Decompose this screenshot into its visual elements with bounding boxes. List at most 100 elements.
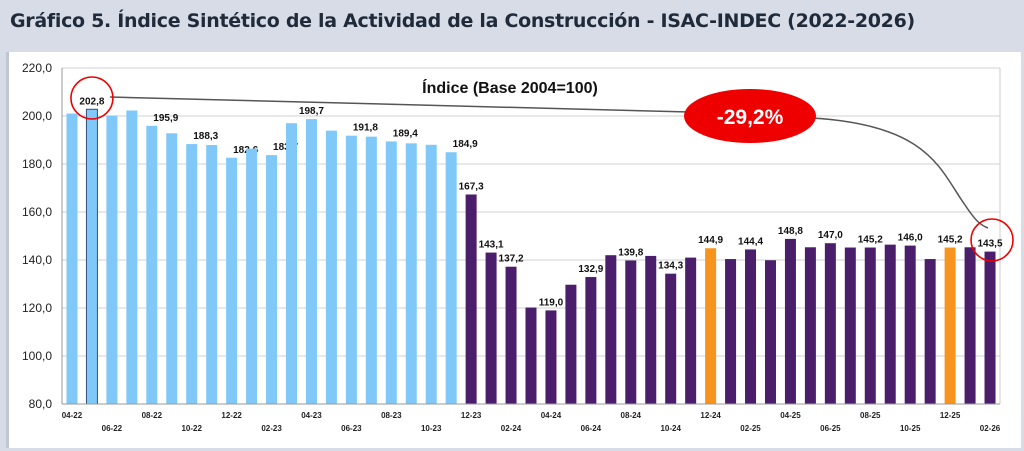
bar-02-26: [984, 251, 996, 404]
bar-12-24: [705, 248, 717, 404]
bar-02-23: [266, 155, 278, 404]
data-label: 139,8: [618, 247, 643, 258]
x-tick-label: 08-22: [142, 411, 163, 420]
x-tick-label: 10-24: [660, 424, 681, 433]
bar-08-25: [864, 247, 876, 404]
bar-06-25: [824, 243, 836, 404]
bar-05-22: [85, 108, 98, 405]
bar-02-25: [745, 249, 757, 404]
series-label: Índice (Base 2004=100): [422, 78, 598, 97]
bar-11-22: [206, 145, 218, 405]
y-tick-label: 200,0: [22, 109, 52, 123]
data-label: 167,3: [459, 181, 484, 192]
data-label: 145,2: [938, 235, 963, 246]
bar-10-22: [186, 144, 198, 404]
data-label: 146,0: [898, 233, 923, 244]
x-tick-label: 06-25: [820, 424, 841, 433]
bar-01-26: [964, 247, 976, 404]
data-label: 183,7: [273, 142, 298, 153]
data-label: 184,9: [453, 139, 478, 150]
x-tick-label: 02-25: [740, 424, 761, 433]
y-tick-label: 180,0: [22, 157, 52, 171]
bar-11-24: [685, 257, 697, 404]
y-tick-label: 120,0: [22, 301, 52, 315]
x-tick-label: 08-23: [381, 411, 402, 420]
x-tick-label: 08-24: [621, 411, 642, 420]
bar-08-23: [385, 141, 397, 404]
x-tick-label: 06-24: [581, 424, 602, 433]
x-tick-label: 06-23: [341, 424, 362, 433]
bar-07-23: [365, 136, 377, 404]
bar-09-22: [166, 133, 178, 404]
data-label: 137,2: [499, 254, 524, 265]
data-label: 195,9: [153, 113, 178, 124]
bar-03-25: [764, 260, 776, 404]
bar-07-25: [844, 247, 856, 404]
bar-07-22: [126, 110, 138, 404]
bar-04-22: [66, 113, 78, 404]
data-label: 198,7: [299, 106, 324, 117]
bar-08-22: [146, 125, 158, 404]
x-tick-label: 02-23: [261, 424, 282, 433]
bar-10-24: [665, 273, 677, 404]
bar-01-23: [246, 148, 258, 404]
x-tick-label: 10-22: [181, 424, 202, 433]
bar-10-23: [425, 144, 437, 405]
highlight-circle-start: [70, 76, 114, 120]
bar-03-23: [286, 123, 298, 404]
data-label: 145,2: [858, 235, 883, 246]
bar-12-23: [465, 194, 477, 404]
bar-07-24: [605, 255, 617, 404]
change-badge-text: -29,2%: [717, 106, 784, 129]
bar-01-24: [485, 252, 497, 404]
x-tick-label: 02-24: [501, 424, 522, 433]
bar-12-25: [944, 247, 956, 404]
bar-05-24: [565, 284, 577, 404]
data-label: 188,3: [193, 131, 218, 142]
x-tick-label: 04-24: [541, 411, 562, 420]
data-label: 143,1: [479, 240, 504, 251]
bar-09-25: [884, 244, 896, 404]
data-label: 202,8: [79, 96, 104, 107]
data-label: 182,6: [233, 145, 258, 156]
data-label: 144,9: [698, 235, 723, 246]
bar-11-23: [445, 152, 457, 404]
x-tick-label: 08-25: [860, 411, 881, 420]
data-label: 134,3: [658, 261, 683, 272]
data-label: 132,9: [578, 264, 603, 275]
bar-06-24: [585, 277, 597, 404]
connector-line: [109, 96, 989, 229]
data-label: 148,8: [778, 226, 803, 237]
data-label: 191,8: [353, 123, 378, 134]
y-tick-label: 160,0: [22, 205, 52, 219]
highlight-circle-end: [970, 218, 1014, 262]
bar-05-25: [804, 247, 816, 404]
x-tick-label: 12-24: [700, 411, 721, 420]
change-badge: [684, 89, 816, 143]
bar-03-24: [525, 307, 537, 404]
x-tick-label: 02-26: [980, 424, 1001, 433]
bar-04-25: [784, 238, 796, 404]
y-tick-label: 220,0: [22, 61, 52, 75]
bar-08-24: [625, 260, 637, 404]
data-label: 189,4: [393, 128, 418, 139]
x-tick-label: 04-23: [301, 411, 322, 420]
bar-12-22: [226, 157, 238, 404]
x-tick-label: 06-22: [102, 424, 123, 433]
x-tick-label: 10-25: [900, 424, 921, 433]
x-tick-label: 04-22: [62, 411, 83, 420]
bar-01-25: [725, 259, 737, 404]
x-tick-label: 12-22: [221, 411, 242, 420]
bar-09-23: [405, 143, 417, 405]
bar-06-23: [345, 135, 357, 404]
x-tick-label: 04-25: [780, 411, 801, 420]
data-label: 143,5: [978, 239, 1003, 250]
y-tick-label: 100,0: [22, 349, 52, 363]
y-tick-label: 140,0: [22, 253, 52, 267]
data-label: 144,4: [738, 236, 763, 247]
bar-05-23: [325, 130, 337, 404]
bar-10-25: [904, 245, 916, 404]
bar-04-23: [305, 119, 317, 405]
data-label: 119,0: [539, 297, 564, 308]
